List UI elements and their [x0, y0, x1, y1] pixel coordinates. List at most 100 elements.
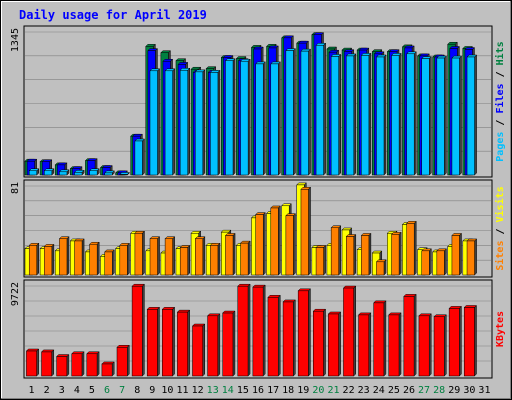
x-tick-label-day-22: 22	[343, 385, 355, 396]
bar-pages-day-30-side	[474, 54, 477, 176]
bar-sites-day-11-face	[179, 247, 188, 276]
bar-kbytes-day-18-face	[282, 301, 294, 377]
bar-kbytes-day-16-face	[252, 286, 264, 377]
bar-sites-day-29-face	[451, 235, 460, 276]
x-tick-label-day-25: 25	[388, 385, 400, 396]
bar-pages-day-15	[239, 58, 251, 176]
bar-sites-day-26-side	[413, 220, 417, 276]
bar-pages-day-27-face	[421, 58, 430, 176]
bar-pages-day-7-face	[119, 174, 128, 176]
bar-pages-day-28-side	[444, 55, 447, 176]
bar-sites-day-22-face	[346, 236, 355, 276]
bar-pages-day-8-face	[134, 140, 143, 176]
bar-pages-day-17	[270, 61, 281, 176]
bar-kbytes-day-15	[237, 283, 251, 377]
bar-sites-day-24	[375, 259, 387, 276]
bar-sites-day-3-face	[59, 238, 68, 276]
bar-pages-day-11-face	[179, 70, 188, 176]
bar-sites-day-30	[466, 238, 478, 276]
bar-kbytes-day-23-face	[358, 314, 370, 377]
bar-kbytes-day-8-face	[131, 285, 143, 377]
bar-kbytes-day-20-face	[313, 310, 324, 377]
bar-kbytes-day-24	[373, 300, 387, 377]
bar-pages-day-12-face	[195, 71, 204, 176]
bar-sites-day-17-side	[278, 205, 281, 276]
bar-kbytes-day-9-side	[157, 306, 160, 377]
bar-sites-day-10-face	[164, 238, 173, 276]
bar-kbytes-day-18-side	[293, 299, 296, 377]
bar-pages-day-19-face	[300, 50, 309, 176]
bar-pages-day-28-face	[436, 57, 445, 176]
x-tick-label-day-8: 8	[134, 385, 140, 396]
bar-pages-day-26-face	[406, 53, 415, 176]
bar-kbytes-day-2-side	[51, 349, 55, 377]
bar-kbytes-day-15-face	[237, 285, 249, 377]
bar-pages-day-9-face	[149, 70, 158, 176]
bar-kbytes-day-13	[206, 313, 221, 377]
bar-kbytes-day-29-face	[448, 308, 460, 377]
bar-sites-day-30-face	[466, 240, 475, 276]
x-tick-label-day-21: 21	[327, 385, 339, 396]
bar-kbytes-day-17-side	[277, 294, 281, 377]
y-max-label: 81	[10, 182, 21, 194]
bar-kbytes-day-11-face	[177, 311, 188, 377]
bar-kbytes-day-14	[222, 310, 236, 377]
bar-pages-day-11-side	[187, 67, 190, 176]
bar-pages-day-5-face	[89, 170, 98, 176]
bar-pages-day-15-face	[240, 60, 249, 176]
x-tick-label-day-4: 4	[74, 385, 80, 396]
bar-sites-day-12-face	[195, 238, 204, 276]
bar-kbytes-day-25-face	[388, 314, 400, 377]
x-tick-label-day-2: 2	[44, 385, 50, 396]
bar-sites-day-25-side	[398, 231, 402, 276]
x-tick-label-day-15: 15	[237, 385, 249, 396]
bar-pages-day-16-side	[262, 61, 266, 176]
bar-pages-day-30	[466, 54, 478, 176]
bar-pages-day-29	[451, 55, 463, 176]
bar-pages-day-21-face	[330, 56, 339, 176]
bar-kbytes-day-10-side	[172, 306, 175, 377]
bar-sites-day-16	[255, 211, 266, 276]
bar-kbytes-day-8-side	[142, 283, 145, 377]
bar-sites-day-12-side	[202, 236, 206, 276]
side-legend-part-0: Pages	[495, 132, 506, 162]
bar-sites-day-11	[179, 244, 191, 276]
bar-kbytes-day-22-side	[353, 285, 356, 377]
bar-sites-day-6-face	[104, 251, 113, 276]
bar-pages-day-8-side	[142, 138, 145, 176]
bar-sites-day-5	[89, 241, 100, 276]
bar-sites-day-26	[406, 220, 417, 276]
bar-kbytes-day-3-face	[56, 356, 68, 377]
bar-pages-day-9	[149, 68, 161, 176]
bar-kbytes-day-3-side	[66, 353, 70, 377]
bar-pages-day-25	[390, 52, 402, 176]
x-tick-label-day-30: 30	[463, 385, 475, 396]
bar-pages-day-14-side	[232, 58, 236, 176]
bar-pages-day-28	[436, 55, 447, 176]
bar-sites-day-27-face	[421, 250, 430, 276]
x-tick-label-day-23: 23	[358, 385, 370, 396]
side-legend-hits-files-pages: Pages / Files / Hits	[494, 41, 506, 161]
bar-kbytes-day-25-side	[398, 312, 402, 377]
bar-pages-day-1	[28, 168, 40, 176]
x-tick-label-day-12: 12	[192, 385, 204, 396]
side-legend-kbytes: KBytes	[495, 311, 506, 347]
bar-kbytes-day-11-side	[187, 309, 190, 377]
x-tick-label-day-11: 11	[176, 385, 188, 396]
bar-sites-day-24-face	[376, 261, 385, 276]
bar-pages-day-27-side	[429, 55, 432, 176]
bar-pages-day-22-face	[346, 55, 355, 176]
x-tick-label-day-9: 9	[149, 385, 155, 396]
bar-kbytes-day-24-face	[373, 302, 385, 377]
bar-sites-day-14-face	[225, 235, 234, 276]
bar-kbytes-day-9-face	[146, 309, 158, 377]
bar-sites-day-23	[360, 232, 372, 276]
chart-panels: 1345 Pages / Files / Hits 81 Sites / Visits…	[10, 25, 506, 379]
bar-sites-day-11-side	[187, 244, 190, 276]
bar-sites-day-12	[194, 236, 206, 276]
bar-kbytes-day-14-side	[232, 310, 236, 377]
bar-sites-day-9	[149, 236, 161, 276]
bar-kbytes-day-13-face	[207, 315, 219, 377]
bar-kbytes-day-19-side	[308, 288, 311, 377]
